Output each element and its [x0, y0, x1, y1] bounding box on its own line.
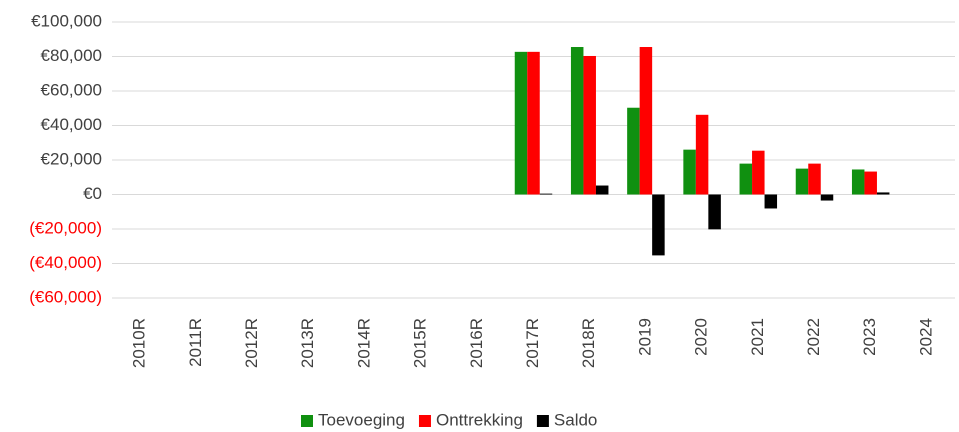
bar: [708, 194, 721, 230]
bar: [514, 51, 528, 195]
x-tick-label: 2023: [860, 318, 879, 356]
bar: [752, 150, 765, 195]
x-tick-label: 2017R: [523, 318, 542, 368]
legend-swatch: [418, 415, 431, 427]
bar: [683, 149, 696, 195]
x-tick-label: 2019: [635, 318, 654, 356]
bar: [851, 169, 865, 195]
y-tick-label: €40,000: [41, 115, 102, 134]
legend-label: Onttrekking: [436, 410, 523, 429]
x-tick-label: 2011R: [186, 318, 205, 367]
bar: [570, 47, 584, 195]
legend-swatch: [301, 415, 313, 427]
legend-label: Toevoeging: [318, 410, 405, 429]
y-tick-label: (€60,000): [29, 287, 102, 306]
legend: Toevoeging Onttrekking Saldo: [301, 410, 597, 429]
x-tick-label: 2020: [692, 318, 711, 356]
bar: [695, 114, 709, 195]
x-tick-label: 2014R: [354, 318, 373, 368]
bar: [527, 51, 540, 195]
legend-swatch: [536, 415, 549, 427]
x-tick-label: 2016R: [467, 318, 486, 368]
x-tick-label: 2013R: [298, 318, 317, 368]
x-tick-label: 2012R: [242, 318, 261, 368]
bar: [539, 193, 553, 195]
y-tick-label: €60,000: [41, 80, 102, 99]
y-tick-label: €80,000: [41, 46, 102, 65]
y-tick-label: (€40,000): [29, 253, 102, 272]
bar: [764, 194, 778, 209]
bar: [864, 171, 877, 195]
bar: [820, 194, 834, 201]
bar: [583, 55, 596, 195]
x-tick-label: 2015R: [411, 318, 430, 368]
bar: [795, 168, 809, 195]
bar: [808, 163, 821, 195]
x-tick-label: 2022: [804, 318, 823, 356]
bar: [639, 47, 653, 195]
bar: [739, 163, 753, 195]
y-tick-label: €20,000: [41, 149, 102, 168]
x-tick-label: 2018R: [579, 318, 598, 368]
bar: [652, 194, 665, 256]
y-tick-label: (€20,000): [29, 218, 102, 237]
bar: [876, 192, 890, 195]
bar: [595, 185, 609, 195]
y-tick-label: €0: [83, 184, 102, 203]
y-tick-label: €100,000: [31, 11, 102, 30]
legend-label: Saldo: [554, 410, 597, 429]
bar: [627, 107, 640, 195]
x-tick-label: 2024: [916, 318, 935, 356]
x-tick-label: 2010R: [130, 318, 149, 368]
x-tick-label: 2021: [748, 318, 767, 356]
